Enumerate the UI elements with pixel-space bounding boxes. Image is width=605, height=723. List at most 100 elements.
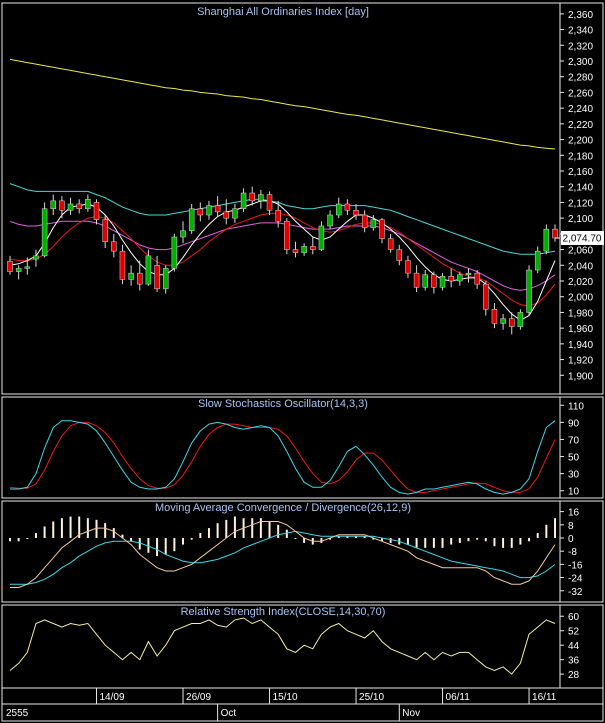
macd-histogram-bar [268, 521, 271, 538]
candle-body [387, 238, 394, 250]
price-y-tick-label: 2,020 [568, 277, 593, 288]
candle-body [85, 199, 91, 209]
date-tick-label: 16/11 [532, 692, 557, 703]
macd-histogram-bar [34, 533, 37, 538]
rsi-y-tick-label: 52 [568, 627, 580, 638]
candle-body [102, 219, 108, 242]
candle-body [448, 276, 454, 282]
macd-histogram-bar [467, 537, 470, 542]
candle-body [379, 219, 385, 239]
white-moving-average-line [9, 200, 556, 321]
candle-body [41, 208, 48, 257]
macd-histogram-bar [450, 537, 453, 545]
rsi-y-tick-label: 36 [568, 656, 580, 667]
price-y-tick-label: 1,900 [568, 371, 593, 382]
macd-line [10, 521, 556, 588]
macd-histogram-bar [380, 537, 383, 542]
stochastics-y-tick-label: 70 [568, 435, 580, 446]
candle-body [370, 219, 377, 228]
stochastics-y-tick-label: 110 [568, 401, 584, 412]
candle-body [465, 272, 472, 275]
macd-histogram-bar [528, 537, 531, 542]
macd-histogram-bar [17, 537, 20, 542]
macd-histogram-bar [130, 537, 133, 542]
red-moving-average-line [9, 212, 556, 307]
macd-histogram-bar [502, 537, 505, 548]
candle-body [318, 225, 325, 250]
rsi-panel-title: Relative Strength Index(CLOSE,14,30,70) [181, 606, 386, 618]
macd-histogram-bar [484, 537, 487, 542]
candle-body [162, 268, 169, 290]
candle-body [249, 192, 255, 202]
candle-body [405, 260, 411, 274]
stochastics-panel-title: Slow Stochastics Oscillator(14,3,3) [198, 398, 368, 410]
macd-histogram-bar [363, 536, 366, 538]
macd-y-tick-label: -16 [568, 560, 583, 571]
candle-body [439, 276, 446, 288]
macd-histogram-bar [225, 519, 228, 538]
macd-y-tick-label: 0 [568, 534, 574, 545]
price-panel: Shanghai All Ordinaries Index [day] 1,900… [1, 2, 604, 395]
macd-panel: Moving Average Convergence / Divergence(… [1, 500, 604, 603]
price-y-tick-label: 2,000 [568, 293, 593, 304]
rsi-y-tick-label: 28 [568, 670, 580, 681]
macd-histogram-bar [415, 537, 418, 548]
price-y-tick-label: 1,960 [568, 324, 593, 335]
macd-histogram-bar [43, 526, 46, 538]
candle-body [483, 283, 489, 310]
rsi-y-tick-label: 60 [568, 612, 580, 623]
macd-histogram-bar [173, 537, 176, 552]
candle-body [457, 274, 463, 282]
candle-body [128, 272, 134, 280]
price-y-tick-label: 2,300 [568, 57, 593, 68]
price-y-tick-label: 2,220 [568, 120, 593, 131]
macd-histogram-bar [372, 537, 375, 540]
macd-histogram-bar [182, 537, 185, 545]
price-y-tick-label: 2,180 [568, 151, 593, 162]
macd-y-tick-label: -8 [568, 547, 577, 558]
candle-body [275, 210, 281, 222]
candle-body [145, 255, 152, 285]
macd-histogram-bar [147, 537, 150, 553]
date-tick-label: 15/10 [273, 692, 298, 703]
candle-body [500, 318, 506, 324]
candle-body [223, 211, 230, 219]
candle-body [310, 246, 316, 250]
price-y-tick-label: 2,240 [568, 104, 593, 115]
macd-histogram-bar [112, 528, 115, 538]
macd-y-tick-label: 8 [568, 521, 574, 532]
macd-panel-frame [1, 500, 604, 603]
candle-body [526, 269, 532, 313]
macd-histogram-bar [164, 537, 167, 555]
date-tick-label: 26/09 [186, 692, 211, 703]
candle-body [361, 214, 368, 228]
candle-body [543, 228, 550, 252]
middle-band-line [9, 220, 556, 291]
macd-histogram-bar [190, 537, 193, 540]
price-panel-title: Shanghai All Ordinaries Index [day] [197, 6, 369, 18]
candle-body [15, 268, 22, 272]
upper-band-line [9, 183, 556, 255]
candle-body [180, 230, 186, 238]
macd-histogram-bar [545, 524, 548, 538]
price-y-tick-label: 2,160 [568, 167, 593, 178]
macd-histogram-bar [493, 537, 496, 547]
macd-histogram-bar [277, 524, 280, 538]
date-tick-label: 25/10 [359, 692, 384, 703]
rsi-line [9, 617, 556, 675]
candle-body [422, 274, 428, 288]
candle-body [206, 205, 212, 216]
macd-panel-title: Moving Average Convergence / Divergence(… [155, 502, 411, 514]
macd-histogram-bar [476, 537, 479, 540]
candle-body [154, 265, 160, 290]
price-y-tick-label: 1,980 [568, 308, 593, 319]
time-axis: 14/0926/0915/1025/1006/1116/1128/112555O… [1, 687, 604, 722]
candle-body [474, 272, 480, 285]
price-panel-frame [1, 2, 604, 395]
macd-histogram-bar [26, 537, 29, 539]
macd-histogram-bar [86, 518, 89, 538]
macd-y-tick-label: 16 [568, 508, 580, 519]
candle-body [534, 250, 541, 271]
macd-histogram-bar [251, 518, 254, 538]
